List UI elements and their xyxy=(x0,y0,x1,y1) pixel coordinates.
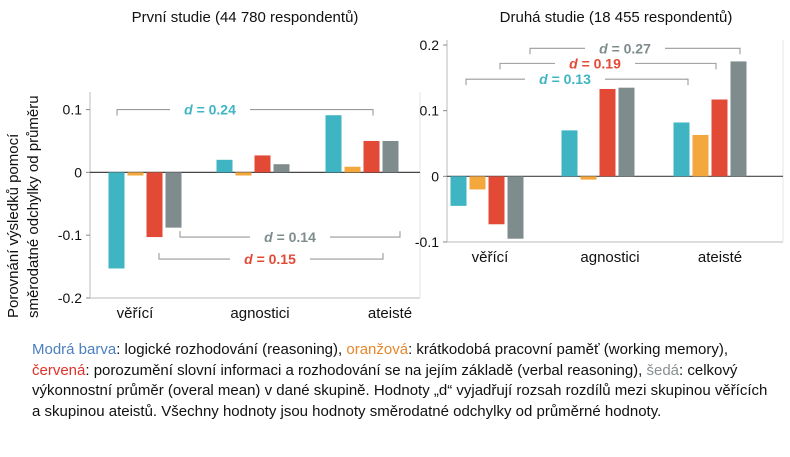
annotation-label: d = 0.14 xyxy=(264,229,316,245)
annotation-bracket xyxy=(465,78,689,86)
bar-overall_mean xyxy=(730,61,747,177)
annotation-value: = 0.24 xyxy=(197,102,237,118)
annotation-label: d = 0.13 xyxy=(539,71,591,87)
bar-verbal_reasoning xyxy=(363,140,380,173)
bar-overall_mean xyxy=(273,164,290,173)
caption-part2: : krátkodobá pracovní paměť (working mem… xyxy=(408,341,728,358)
category-label: ateisté xyxy=(698,249,742,266)
annotation-d-symbol: d xyxy=(569,55,581,71)
bar-working_memory xyxy=(469,176,486,190)
chart-second-study: Druhá studie (18 455 respondentů) 0.2 0.1 0… xyxy=(415,9,784,266)
caption-red-label: červená xyxy=(32,361,86,379)
y-axis-label: Porovnání výsledků pomocí směrodatné odc… xyxy=(5,95,42,318)
bar-verbal_reasoning xyxy=(146,172,163,238)
caption-part4: : celkový výkonnostní průměr (overal mea… xyxy=(32,361,768,420)
y-tick-label: -0.1 xyxy=(415,234,439,250)
annotation-d-symbol: d xyxy=(244,251,256,267)
y-axis-label-line1: Porovnání výsledků pomocí xyxy=(5,133,22,318)
annotation-bracket xyxy=(116,109,374,116)
bar-working_memory xyxy=(235,172,252,176)
annotation-bracket xyxy=(179,231,401,238)
annotation-d-symbol: d xyxy=(599,40,611,56)
annotation-label: d = 0.19 xyxy=(569,55,621,71)
bar-working_memory xyxy=(344,166,361,173)
bar-working_memory xyxy=(692,134,709,177)
y-tick-label: 0 xyxy=(431,168,439,184)
annotation-value: = 0.13 xyxy=(552,71,592,87)
bar-reasoning xyxy=(450,176,467,206)
bar-overall_mean xyxy=(165,172,182,228)
bar-reasoning xyxy=(561,130,578,177)
caption-part1: : logické rozhodování (reasoning), xyxy=(116,341,347,358)
y-tick-label: -0.2 xyxy=(58,290,82,306)
y-tick-label: 0.1 xyxy=(420,103,440,119)
annotation-d-symbol: d xyxy=(539,71,551,87)
bar-overall_mean xyxy=(507,176,524,239)
chart-title: První studie (44 780 respondentů) xyxy=(132,9,359,26)
annotation-bracket xyxy=(499,62,717,70)
caption: Modrá barva: logické rozhodování (reason… xyxy=(32,340,772,422)
bar-working_memory xyxy=(127,172,144,176)
bar-reasoning xyxy=(325,115,342,173)
category-label: ateisté xyxy=(368,305,412,322)
annotation-label: d = 0.15 xyxy=(244,251,296,267)
y-axis-label-line2: směrodatné odchylky od průměru xyxy=(25,95,42,318)
y-tick-label: 0 xyxy=(74,164,82,180)
annotation-bracket xyxy=(158,253,384,260)
bar-verbal_reasoning xyxy=(711,99,728,177)
y-tick-label: 0.2 xyxy=(420,37,440,53)
category-label: věřící xyxy=(472,249,510,266)
bar-overall_mean xyxy=(618,87,635,177)
bar-reasoning xyxy=(216,159,233,173)
category-label: agnostici xyxy=(580,249,639,266)
category-label: agnostici xyxy=(230,305,289,322)
annotation-d-symbol: d xyxy=(264,229,276,245)
annotation-value: = 0.15 xyxy=(257,251,297,267)
annotation-value: = 0.19 xyxy=(582,55,622,71)
caption-orange-label: oranžová xyxy=(346,341,409,358)
bar-verbal_reasoning xyxy=(488,176,505,225)
bar-reasoning xyxy=(673,122,690,177)
caption-blue-label: Modrá barva xyxy=(32,341,117,358)
caption-gray-label: šedá xyxy=(646,361,680,379)
bar-working_memory xyxy=(580,176,597,180)
annotation-d-symbol: d xyxy=(184,102,196,118)
y-tick-label: 0.1 xyxy=(63,102,83,118)
annotation-label: d = 0.27 xyxy=(599,40,651,56)
annotation-value: = 0.27 xyxy=(612,40,652,56)
annotation-value: = 0.14 xyxy=(277,229,317,245)
bar-verbal_reasoning xyxy=(254,155,271,173)
annotation-label: d = 0.24 xyxy=(184,102,236,118)
category-label: věřící xyxy=(117,305,155,322)
annotation-bracket xyxy=(529,47,741,55)
bar-reasoning xyxy=(108,172,125,269)
chart-first-study: První studie (44 780 respondentů) 0.1 0 -0.… xyxy=(58,9,421,322)
figure: Porovnání výsledků pomocí směrodatné odc… xyxy=(5,9,784,322)
chart-title: Druhá studie (18 455 respondentů) xyxy=(500,9,733,26)
bar-verbal_reasoning xyxy=(599,88,616,177)
y-tick-label: -0.1 xyxy=(58,227,82,243)
caption-part3: : porozumění slovní informaci a rozhodov… xyxy=(85,361,647,379)
bar-overall_mean xyxy=(382,140,399,173)
